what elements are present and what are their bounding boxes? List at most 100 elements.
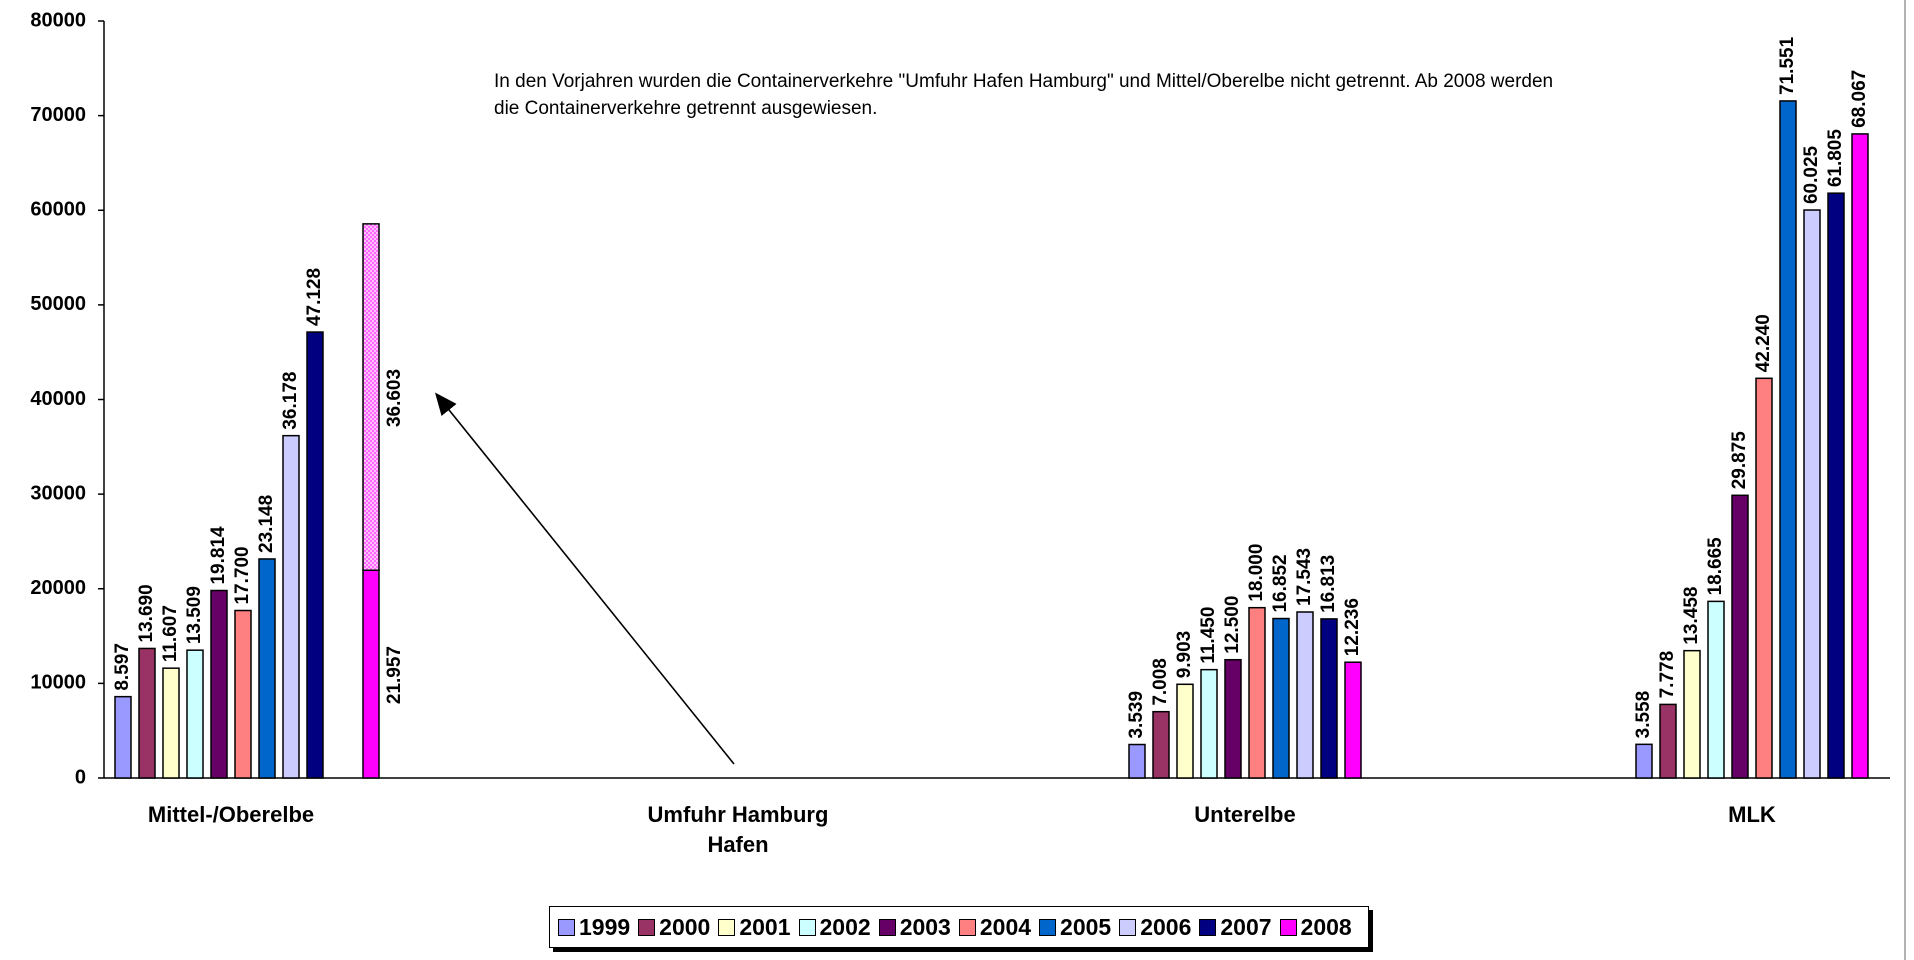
value-label: 68.067 bbox=[1849, 70, 1870, 128]
legend-label: 2005 bbox=[1060, 913, 1112, 940]
legend-label: 2004 bbox=[979, 913, 1032, 940]
y-tick-label: 50000 bbox=[30, 293, 86, 315]
bar bbox=[1635, 743, 1653, 779]
y-tick-label: 80000 bbox=[30, 9, 86, 31]
value-label: 21.957 bbox=[384, 646, 405, 704]
value-label: 7.008 bbox=[1150, 658, 1171, 706]
legend-item: 2007 bbox=[1199, 913, 1272, 941]
value-label: 11.607 bbox=[160, 605, 181, 662]
x-tick-label: Mittel-/Oberelbe bbox=[147, 802, 315, 827]
legend-item: 2003 bbox=[878, 914, 951, 941]
legend-swatch bbox=[718, 918, 736, 936]
value-label: 23.148 bbox=[256, 495, 277, 553]
legend-label: 2006 bbox=[1140, 913, 1192, 940]
legend: 1999 2000 2001 2002 2003 2004 2005 2006 2007 2008 bbox=[549, 906, 1369, 948]
bar bbox=[1827, 192, 1845, 779]
legend-item: 2008 bbox=[1279, 913, 1352, 941]
value-label: 42.240 bbox=[1753, 314, 1774, 372]
x-tick-label: Unterelbe bbox=[1194, 802, 1296, 827]
y-tick-label: 0 bbox=[75, 766, 86, 788]
value-label: 61.805 bbox=[1825, 129, 1846, 188]
bar bbox=[362, 569, 380, 779]
value-label: 36.603 bbox=[384, 369, 405, 427]
value-label: 60.025 bbox=[1801, 145, 1822, 204]
value-label: 8.597 bbox=[112, 643, 133, 691]
legend-swatch bbox=[558, 918, 575, 936]
bar bbox=[1344, 661, 1362, 779]
legend-label: 2000 bbox=[659, 913, 711, 940]
bar bbox=[282, 434, 300, 779]
y-tick-label: 60000 bbox=[30, 199, 86, 221]
bar bbox=[1683, 649, 1701, 779]
legend-label: 2008 bbox=[1300, 913, 1352, 940]
value-label: 3.558 bbox=[1633, 691, 1654, 739]
y-tick-label: 30000 bbox=[30, 482, 86, 504]
value-label: 47.128 bbox=[304, 268, 325, 326]
legend-swatch bbox=[798, 918, 816, 936]
value-label: 17.543 bbox=[1294, 548, 1315, 606]
annotation: In den Vorjahren wurden die Containerver… bbox=[494, 71, 1554, 119]
value-label: 9.903 bbox=[1174, 631, 1195, 679]
value-label: 13.690 bbox=[136, 584, 157, 642]
bar bbox=[1707, 600, 1725, 779]
bar bbox=[1851, 133, 1869, 779]
bar bbox=[1659, 703, 1677, 779]
y-tick-label: 20000 bbox=[30, 577, 86, 599]
legend-label: 2007 bbox=[1220, 913, 1272, 940]
value-label: 19.814 bbox=[208, 526, 229, 585]
legend-swatch bbox=[878, 918, 896, 936]
bar bbox=[1128, 743, 1146, 779]
value-label: 11.450 bbox=[1198, 607, 1219, 664]
bar bbox=[1176, 683, 1194, 779]
bar bbox=[1755, 377, 1773, 779]
legend-swatch bbox=[1199, 918, 1217, 936]
bar bbox=[1248, 606, 1266, 779]
legend-swatch bbox=[1279, 918, 1297, 936]
bar bbox=[362, 223, 380, 571]
arrow bbox=[434, 392, 735, 765]
bar bbox=[1224, 658, 1242, 779]
bar bbox=[258, 558, 276, 779]
bar bbox=[114, 695, 132, 779]
value-label: 71.551 bbox=[1777, 36, 1798, 95]
bar bbox=[234, 609, 252, 779]
bar bbox=[162, 667, 180, 779]
legend-swatch bbox=[638, 918, 656, 936]
value-label: 12.500 bbox=[1222, 596, 1243, 654]
bar bbox=[138, 647, 156, 779]
value-label: 17.700 bbox=[232, 546, 253, 604]
legend-item: 1999 bbox=[558, 914, 630, 941]
value-label: 18.000 bbox=[1246, 544, 1267, 602]
legend-swatch bbox=[958, 918, 976, 936]
legend-item: 2001 bbox=[718, 913, 791, 941]
bar bbox=[1779, 100, 1797, 779]
value-label: 12.236 bbox=[1342, 598, 1363, 656]
bar bbox=[1152, 710, 1170, 779]
legend-swatch bbox=[1039, 918, 1057, 936]
legend-item: 2006 bbox=[1119, 914, 1191, 941]
bar bbox=[1272, 617, 1290, 779]
bar bbox=[1803, 209, 1821, 779]
legend-item: 2002 bbox=[798, 913, 871, 941]
value-label: 36.178 bbox=[280, 372, 301, 430]
value-label: 29.875 bbox=[1729, 431, 1750, 490]
legend-label: 2002 bbox=[819, 913, 871, 940]
value-label: 13.458 bbox=[1681, 587, 1702, 645]
y-tick-label: 10000 bbox=[30, 672, 86, 694]
legend-label: 2001 bbox=[739, 913, 791, 940]
bar bbox=[1296, 611, 1314, 779]
value-label: 18.665 bbox=[1705, 537, 1726, 596]
bar bbox=[186, 649, 204, 779]
bar bbox=[306, 331, 324, 779]
bar bbox=[1731, 494, 1749, 779]
value-label: 7.778 bbox=[1657, 651, 1678, 699]
x-tick-label: Umfuhr Hamburg Hafen bbox=[647, 802, 829, 857]
value-label: 13.509 bbox=[184, 586, 205, 644]
value-label: 3.539 bbox=[1126, 691, 1147, 739]
x-tick-label: MLK bbox=[1728, 802, 1776, 827]
legend-item: 2004 bbox=[958, 913, 1032, 941]
legend-swatch bbox=[1119, 918, 1137, 936]
value-label: 16.852 bbox=[1270, 554, 1291, 612]
y-tick-label: 40000 bbox=[30, 388, 86, 410]
bar bbox=[210, 589, 228, 779]
